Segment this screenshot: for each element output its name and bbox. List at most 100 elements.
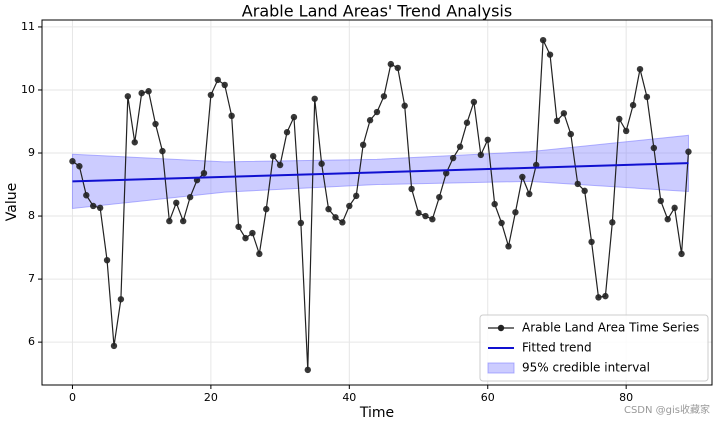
data-point — [186, 193, 194, 201]
data-point — [394, 64, 401, 72]
data-point — [685, 148, 692, 155]
data-point — [69, 158, 76, 165]
x-tick-label: 60 — [481, 391, 495, 404]
data-point — [422, 212, 429, 220]
x-tick-label: 0 — [69, 391, 76, 404]
data-point — [179, 217, 187, 225]
data-point — [622, 127, 630, 135]
data-point — [429, 216, 436, 223]
data-point — [581, 187, 588, 195]
data-point — [401, 102, 408, 109]
data-point — [276, 161, 284, 169]
data-point — [228, 112, 235, 120]
data-point — [207, 91, 215, 99]
data-point — [332, 214, 339, 221]
data-point — [616, 115, 623, 123]
data-point — [636, 65, 644, 73]
legend-marker — [497, 324, 505, 332]
data-point — [173, 199, 180, 207]
data-point — [498, 219, 505, 227]
data-point — [131, 139, 138, 146]
data-point — [346, 202, 353, 210]
data-point — [96, 204, 104, 212]
data-point — [546, 51, 554, 58]
data-point — [408, 185, 415, 193]
data-point — [339, 219, 346, 226]
data-point — [318, 160, 325, 167]
data-point — [553, 117, 561, 125]
data-point — [235, 223, 242, 230]
legend-label: Fitted trend — [522, 341, 592, 355]
data-point — [124, 93, 132, 100]
data-point — [242, 234, 249, 242]
data-point — [269, 152, 277, 160]
data-point — [588, 238, 595, 246]
data-point — [145, 88, 152, 95]
y-tick-label: 9 — [28, 146, 35, 159]
data-point — [76, 163, 83, 170]
plot-frame — [41, 19, 713, 386]
data-point — [380, 93, 388, 100]
data-point — [103, 256, 111, 264]
data-point — [526, 190, 533, 198]
series-line — [72, 39, 690, 370]
data-point — [138, 89, 145, 97]
data-point — [443, 169, 450, 177]
trend-line — [72, 162, 689, 183]
data-point — [366, 117, 374, 124]
x-tick-label: 40 — [342, 391, 356, 404]
data-point — [643, 93, 651, 101]
data-point — [221, 81, 228, 89]
data-point — [359, 141, 367, 149]
data-point — [456, 143, 464, 150]
data-point — [567, 130, 575, 138]
data-point — [283, 129, 291, 136]
data-point — [657, 197, 664, 205]
y-axis-label: Value — [4, 183, 20, 221]
data-point — [263, 205, 270, 213]
data-point — [505, 243, 512, 250]
legend-swatch — [487, 362, 515, 374]
data-point — [256, 250, 263, 258]
data-point — [311, 95, 318, 102]
watermark: CSDN @gis收藏家 — [624, 403, 710, 416]
data-point — [90, 202, 97, 210]
data-point — [249, 229, 256, 237]
data-point — [463, 119, 471, 126]
data-point — [664, 216, 671, 223]
data-point — [449, 154, 457, 162]
legend-box — [479, 314, 709, 382]
data-point — [602, 292, 609, 300]
y-tick-label: 11 — [21, 20, 35, 33]
data-point — [595, 294, 602, 301]
data-point — [200, 169, 208, 177]
y-tick-label: 8 — [28, 209, 35, 222]
y-tick-label: 6 — [28, 335, 35, 348]
x-tick-label: 20 — [204, 391, 218, 404]
data-point — [484, 136, 491, 143]
data-point — [629, 101, 637, 109]
data-point — [117, 296, 125, 303]
data-point — [650, 144, 658, 152]
x-axis-label: Time — [359, 405, 394, 421]
x-tick-label: 80 — [619, 391, 633, 404]
data-point — [110, 342, 118, 350]
data-point — [152, 120, 159, 128]
data-point — [304, 366, 311, 374]
data-point — [470, 98, 478, 106]
data-point — [373, 108, 381, 116]
y-tick-label: 10 — [21, 83, 35, 96]
data-point — [539, 36, 547, 44]
data-point — [166, 217, 173, 225]
data-point — [609, 219, 616, 226]
data-point — [491, 200, 498, 208]
data-point — [159, 147, 166, 155]
data-point — [353, 192, 360, 200]
data-point — [436, 193, 443, 201]
chart-title: Arable Land Areas' Trend Analysis — [242, 2, 512, 21]
legend-label: Arable Land Area Time Series — [522, 321, 699, 335]
y-tick-label: 7 — [28, 272, 35, 285]
data-point — [560, 110, 568, 117]
data-point — [297, 219, 305, 227]
